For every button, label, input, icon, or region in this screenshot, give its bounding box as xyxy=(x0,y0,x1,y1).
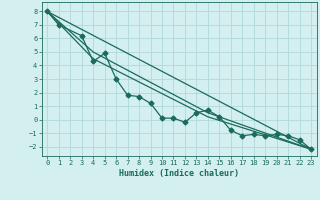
X-axis label: Humidex (Indice chaleur): Humidex (Indice chaleur) xyxy=(119,169,239,178)
